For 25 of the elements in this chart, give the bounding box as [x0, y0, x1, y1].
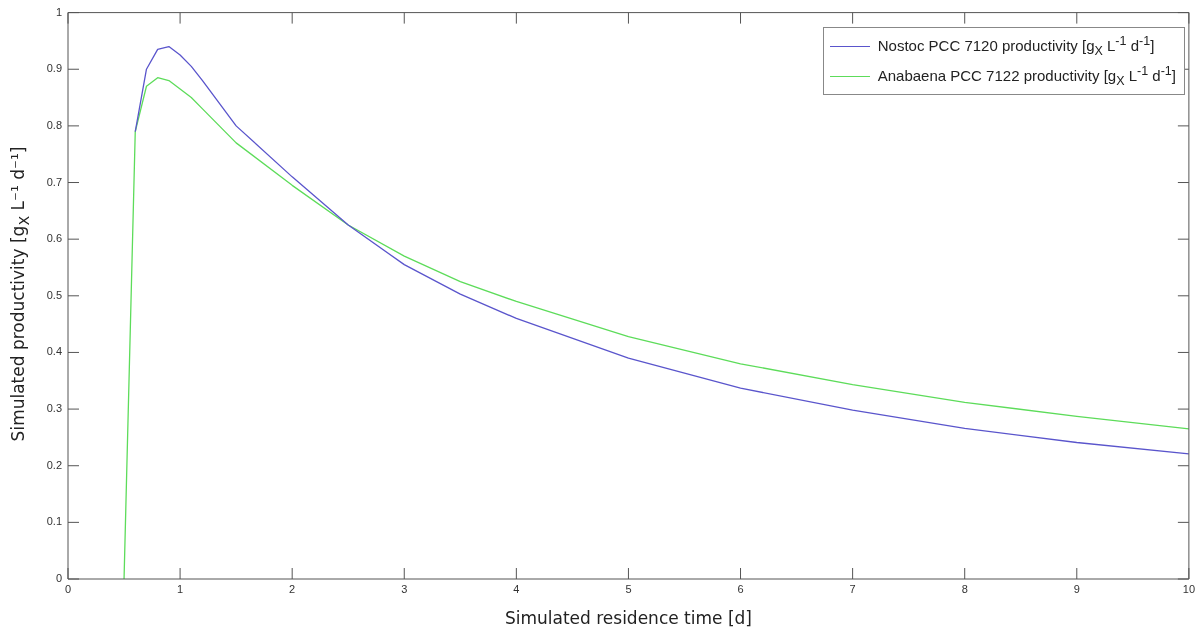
x-tick-label: 4: [513, 582, 520, 595]
y-tick-label: 0.7: [46, 175, 62, 188]
legend-label: Nostoc PCC 7120 productivity [g$_{X}$ L$^{-1}$ d$^{-1}$]: [877, 34, 1155, 58]
y-tick-label: 0.2: [46, 458, 62, 471]
x-tick-label: 7: [849, 582, 856, 595]
x-tick-label: 10: [1182, 582, 1196, 595]
y-tick-label: 0.9: [46, 62, 62, 75]
y-tick-label: 0.5: [46, 288, 62, 301]
legend-label: Anabaena PCC 7122 productivity [g$_{X}$ L$^{-1}$ d$^{-1}$]: [877, 64, 1176, 88]
y-tick-label: 0: [55, 572, 62, 585]
y-tick-label: 1: [55, 5, 62, 18]
x-tick-label: 3: [401, 582, 408, 595]
x-tick-label: 0: [64, 582, 72, 595]
y-tick-label: 0.1: [46, 515, 62, 528]
y-tick-label: 0.3: [46, 402, 62, 415]
y-tick-label: 0.8: [46, 118, 62, 131]
y-tick-label: 0.4: [46, 345, 62, 358]
x-tick-label: 6: [737, 582, 744, 595]
x-tick-label: 8: [961, 582, 968, 595]
x-tick-label: 5: [625, 582, 632, 595]
x-axis-title: Simulated residence time [d]: [504, 608, 752, 629]
x-tick-label: 9: [1073, 582, 1080, 595]
x-tick-label: 2: [289, 582, 296, 595]
y-tick-label: 0.6: [46, 232, 62, 245]
x-tick-label: 1: [177, 582, 184, 595]
